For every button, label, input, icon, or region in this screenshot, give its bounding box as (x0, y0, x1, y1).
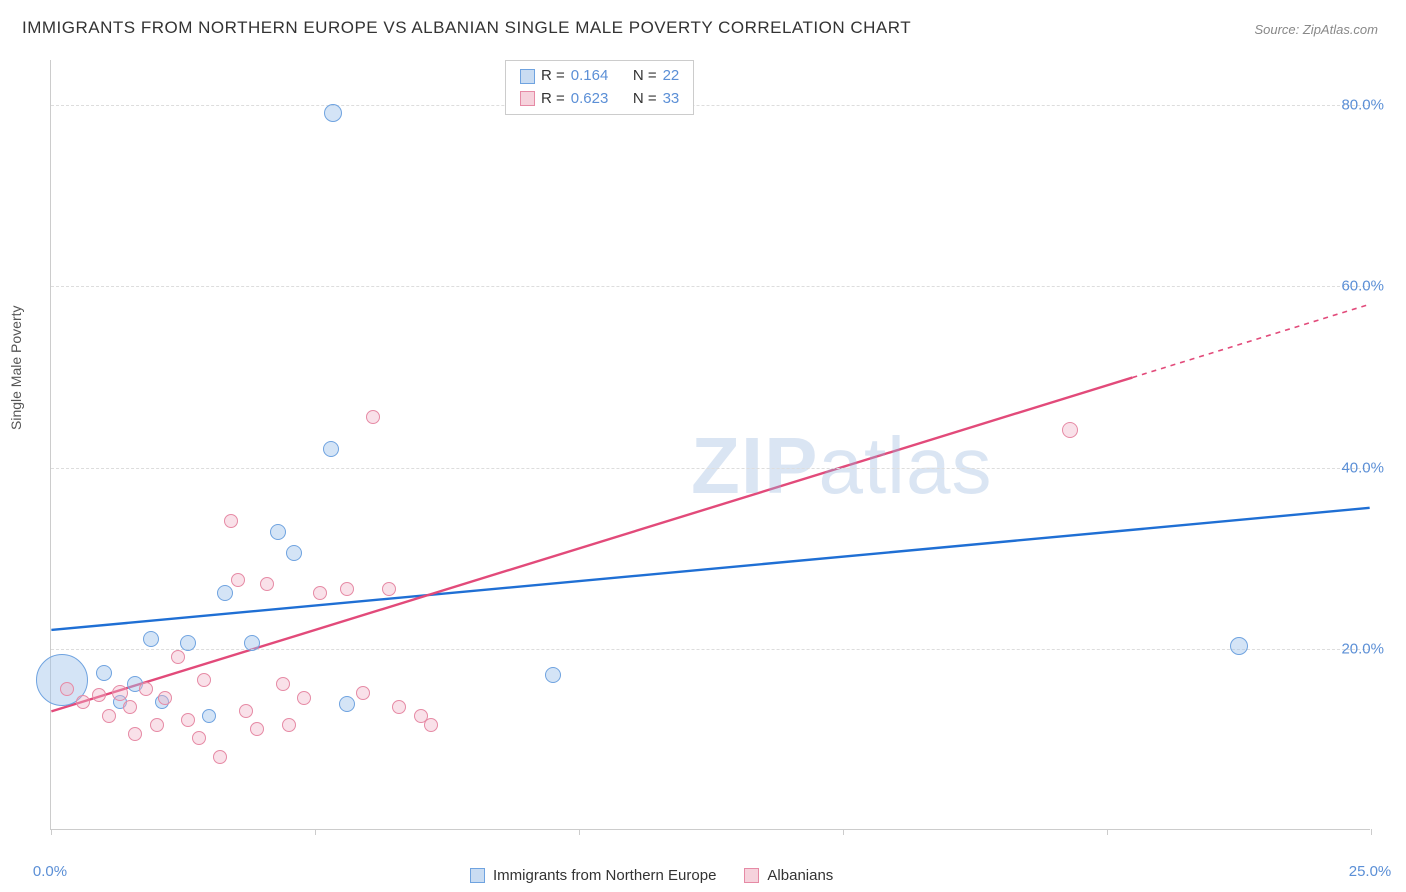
data-point (340, 582, 354, 596)
legend-n-value: 33 (663, 88, 680, 111)
data-point (197, 673, 211, 687)
data-point (213, 750, 227, 764)
data-point (102, 709, 116, 723)
data-point (181, 713, 195, 727)
data-point (239, 704, 253, 718)
data-point (92, 688, 106, 702)
data-point (324, 104, 342, 122)
data-point (392, 700, 406, 714)
watermark-light: atlas (818, 421, 992, 510)
data-point (356, 686, 370, 700)
data-point (143, 631, 159, 647)
data-point (382, 582, 396, 596)
data-point (112, 685, 128, 701)
series-legend-label: Immigrants from Northern Europe (493, 867, 716, 884)
x-tick (843, 829, 844, 835)
x-tick-label: 25.0% (1349, 863, 1392, 880)
data-point (150, 718, 164, 732)
data-point (282, 718, 296, 732)
legend-swatch (520, 69, 535, 84)
y-tick-label: 80.0% (1341, 97, 1384, 114)
data-point (192, 731, 206, 745)
data-point (96, 665, 112, 681)
chart-area: ZIPatlas R = 0.164 N = 22R = 0.623 N = 3… (50, 60, 1370, 830)
data-point (158, 691, 172, 705)
y-tick-label: 20.0% (1341, 640, 1384, 657)
gridline (51, 468, 1370, 469)
legend-r-label: R = (541, 88, 565, 111)
data-point (313, 586, 327, 600)
gridline (51, 286, 1370, 287)
data-point (270, 524, 286, 540)
data-point (224, 514, 238, 528)
data-point (276, 677, 290, 691)
data-point (545, 667, 561, 683)
data-point (323, 441, 339, 457)
data-point (297, 691, 311, 705)
data-point (139, 682, 153, 696)
data-point (1230, 637, 1248, 655)
legend-r-label: R = (541, 65, 565, 88)
data-point (366, 410, 380, 424)
series-legend: Immigrants from Northern Europe Albanians (470, 867, 833, 884)
legend-n-label: N = (633, 65, 657, 88)
x-tick (315, 829, 316, 835)
data-point (424, 718, 438, 732)
data-point (171, 650, 185, 664)
legend-r-value: 0.623 (571, 88, 609, 111)
source-attribution: Source: ZipAtlas.com (1254, 22, 1378, 37)
data-point (231, 573, 245, 587)
data-point (123, 700, 137, 714)
legend-swatch (744, 868, 759, 883)
legend-swatch (520, 91, 535, 106)
watermark-bold: ZIP (691, 421, 818, 510)
source-prefix: Source: (1254, 22, 1302, 37)
data-point (1062, 422, 1078, 438)
x-tick (1107, 829, 1108, 835)
source-name: ZipAtlas.com (1303, 22, 1378, 37)
x-tick (579, 829, 580, 835)
correlation-legend: R = 0.164 N = 22R = 0.623 N = 33 (505, 60, 694, 115)
x-tick (1371, 829, 1372, 835)
series-legend-item: Immigrants from Northern Europe (470, 867, 716, 884)
x-tick (51, 829, 52, 835)
data-point (180, 635, 196, 651)
data-point (128, 727, 142, 741)
y-tick-label: 60.0% (1341, 278, 1384, 295)
legend-r-value: 0.164 (571, 65, 609, 88)
data-point (260, 577, 274, 591)
series-legend-item: Albanians (744, 867, 833, 884)
legend-swatch (470, 868, 485, 883)
x-tick-label: 0.0% (33, 863, 67, 880)
plot-region: ZIPatlas (50, 60, 1370, 830)
series-legend-label: Albanians (767, 867, 833, 884)
data-point (60, 682, 74, 696)
watermark: ZIPatlas (691, 420, 992, 512)
data-point (202, 709, 216, 723)
data-point (217, 585, 233, 601)
y-tick-label: 40.0% (1341, 459, 1384, 476)
data-point (244, 635, 260, 651)
legend-row: R = 0.623 N = 33 (520, 88, 679, 111)
legend-row: R = 0.164 N = 22 (520, 65, 679, 88)
data-point (286, 545, 302, 561)
data-point (339, 696, 355, 712)
y-axis-label: Single Male Poverty (8, 305, 24, 430)
legend-n-value: 22 (663, 65, 680, 88)
gridline (51, 105, 1370, 106)
legend-n-label: N = (633, 88, 657, 111)
chart-title: IMMIGRANTS FROM NORTHERN EUROPE VS ALBAN… (22, 18, 911, 38)
data-point (76, 695, 90, 709)
data-point (250, 722, 264, 736)
